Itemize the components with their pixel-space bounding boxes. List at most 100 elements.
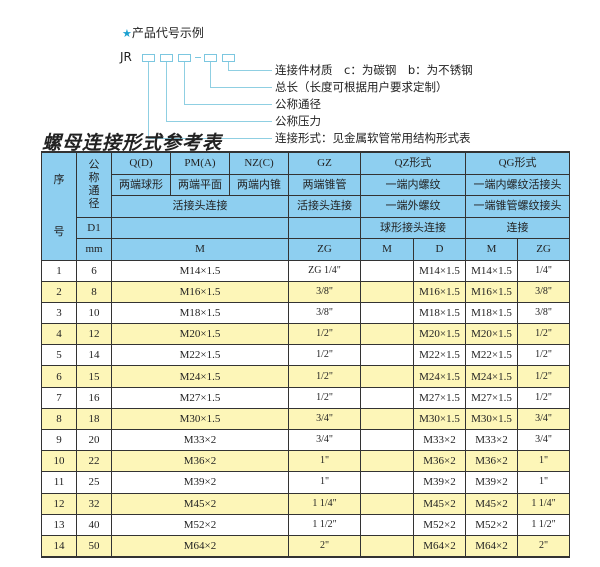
- cell-qz-m: [360, 534, 414, 559]
- cell-seq: 10: [41, 450, 77, 473]
- header-mm: mm: [76, 238, 112, 261]
- connector-line: [228, 62, 229, 71]
- cell-qg-zg: 1": [517, 471, 571, 494]
- table-row: 11 25 M39×2 1" M39×2 M39×2 1": [41, 471, 571, 494]
- table-row: 3 10 M18×1.5 3/8" M18×1.5 M18×1.5 3/8": [41, 301, 571, 325]
- cell-thread-m: M24×1.5: [111, 365, 289, 388]
- cell-qg-m: M64×2: [465, 534, 519, 559]
- cell-qz-m: [360, 492, 414, 515]
- cell-diameter: 18: [76, 407, 112, 431]
- cell-qz-m: [360, 280, 414, 303]
- cell-qz-d: M30×1.5: [412, 407, 467, 431]
- table-row: 10 22 M36×2 1" M36×2 M36×2 1": [41, 450, 571, 473]
- cell-qz-d: M52×2: [412, 513, 467, 536]
- cell-zg: 3/8": [288, 280, 361, 303]
- cell-qz-d: M24×1.5: [412, 365, 467, 388]
- legend-title: ★产品代号示例: [122, 24, 204, 41]
- cell-qz-d: M36×2: [412, 450, 467, 473]
- header-desc: 两端锥管: [288, 173, 361, 196]
- header-q: Q(D): [111, 151, 171, 175]
- cell-diameter: 12: [76, 323, 112, 346]
- cell-qz-m: [360, 407, 414, 431]
- header-desc: 一端内螺纹活接头: [465, 173, 571, 196]
- legend-pressure: 公称压力: [275, 114, 321, 128]
- header-gz: GZ: [288, 151, 361, 175]
- cell-qg-m: M22×1.5: [465, 344, 519, 367]
- cell-qg-m: M20×1.5: [465, 323, 519, 346]
- header-desc: 活接头连接: [111, 195, 289, 218]
- cell-qz-d: M16×1.5: [412, 280, 467, 303]
- cell-thread-m: M45×2: [111, 492, 289, 515]
- cell-qz-m: [360, 259, 414, 282]
- cell-diameter: 50: [76, 534, 112, 559]
- cell-thread-m: M39×2: [111, 471, 289, 494]
- table-row: 7 16 M27×1.5 1/2" M27×1.5 M27×1.5 1/2": [41, 386, 571, 409]
- code-box: [204, 54, 217, 62]
- cell-qg-zg: 1/2": [517, 344, 571, 367]
- product-code-prefix: JR: [120, 50, 132, 64]
- cell-seq: 2: [41, 280, 77, 303]
- cell-diameter: 6: [76, 259, 112, 282]
- cell-thread-m: M14×1.5: [111, 259, 289, 282]
- table-row: 14 50 M64×2 2" M64×2 M64×2 2": [41, 534, 571, 559]
- cell-qz-d: M64×2: [412, 534, 467, 559]
- cell-diameter: 25: [76, 471, 112, 494]
- cell-qg-m: M45×2: [465, 492, 519, 515]
- cell-zg: 1/2": [288, 365, 361, 388]
- cell-zg: 1/2": [288, 344, 361, 367]
- connector-line: [184, 104, 272, 105]
- legend-diameter: 公称通径: [275, 97, 321, 111]
- cell-qg-zg: 2": [517, 534, 571, 559]
- cell-thread-m: M30×1.5: [111, 407, 289, 431]
- cell-seq: 11: [41, 471, 77, 494]
- cell-qz-m: [360, 471, 414, 494]
- code-box: [178, 54, 191, 62]
- cell-thread-m: M18×1.5: [111, 301, 289, 325]
- cell-zg: 3/8": [288, 301, 361, 325]
- cell-seq: 1: [41, 259, 77, 282]
- cell-zg: 1/2": [288, 323, 361, 346]
- cell-thread-m: M22×1.5: [111, 344, 289, 367]
- header-desc: [288, 216, 361, 239]
- cell-diameter: 15: [76, 365, 112, 388]
- legend-title-text: 产品代号示例: [131, 26, 204, 40]
- cell-qz-d: M14×1.5: [412, 259, 467, 282]
- table-row: 1 6 M14×1.5 ZG 1/4" M14×1.5 M14×1.5 1/4": [41, 259, 571, 282]
- cell-qg-m: M30×1.5: [465, 407, 519, 431]
- header-seq-top: 序: [53, 173, 65, 186]
- header-seq: 序号: [41, 151, 77, 261]
- cell-qg-zg: 3/8": [517, 301, 571, 325]
- cell-qz-m: [360, 323, 414, 346]
- cell-seq: 5: [41, 344, 77, 367]
- header-desc: 两端球形: [111, 173, 171, 196]
- cell-zg: 1 1/2": [288, 513, 361, 536]
- cell-qg-zg: 1/2": [517, 365, 571, 388]
- header-pm: PM(A): [170, 151, 230, 175]
- nut-connection-table: 序号 公称通径 Q(D) PM(A) NZ(C) GZ QZ形式 QG形式 两端…: [41, 151, 571, 559]
- cell-thread-m: M33×2: [111, 428, 289, 452]
- table-row: 6 15 M24×1.5 1/2" M24×1.5 M24×1.5 1/2": [41, 365, 571, 388]
- header-desc: 一端外螺纹: [359, 195, 467, 218]
- connector-line: [148, 62, 149, 139]
- cell-qz-m: [360, 365, 414, 388]
- cell-qg-zg: 1/2": [517, 323, 571, 346]
- header-desc: 两端平面: [170, 173, 230, 196]
- cell-thread-m: M52×2: [111, 513, 289, 536]
- header-nz: NZ(C): [229, 151, 289, 175]
- cell-seq: 7: [41, 386, 77, 409]
- header-d1: D1: [76, 216, 112, 239]
- cell-seq: 9: [41, 428, 77, 452]
- header-desc: [111, 216, 289, 239]
- code-box: [222, 54, 235, 62]
- cell-qz-m: [360, 386, 414, 409]
- cell-diameter: 20: [76, 428, 112, 452]
- cell-qz-m: [360, 344, 414, 367]
- cell-zg: 1 1/4": [288, 492, 361, 515]
- cell-qg-m: M14×1.5: [465, 259, 519, 282]
- cell-qz-d: M27×1.5: [412, 386, 467, 409]
- cell-qg-zg: 3/8": [517, 280, 571, 303]
- cell-qz-m: [360, 428, 414, 452]
- cell-qz-d: M18×1.5: [412, 301, 467, 325]
- cell-diameter: 14: [76, 344, 112, 367]
- code-dash: [195, 57, 201, 58]
